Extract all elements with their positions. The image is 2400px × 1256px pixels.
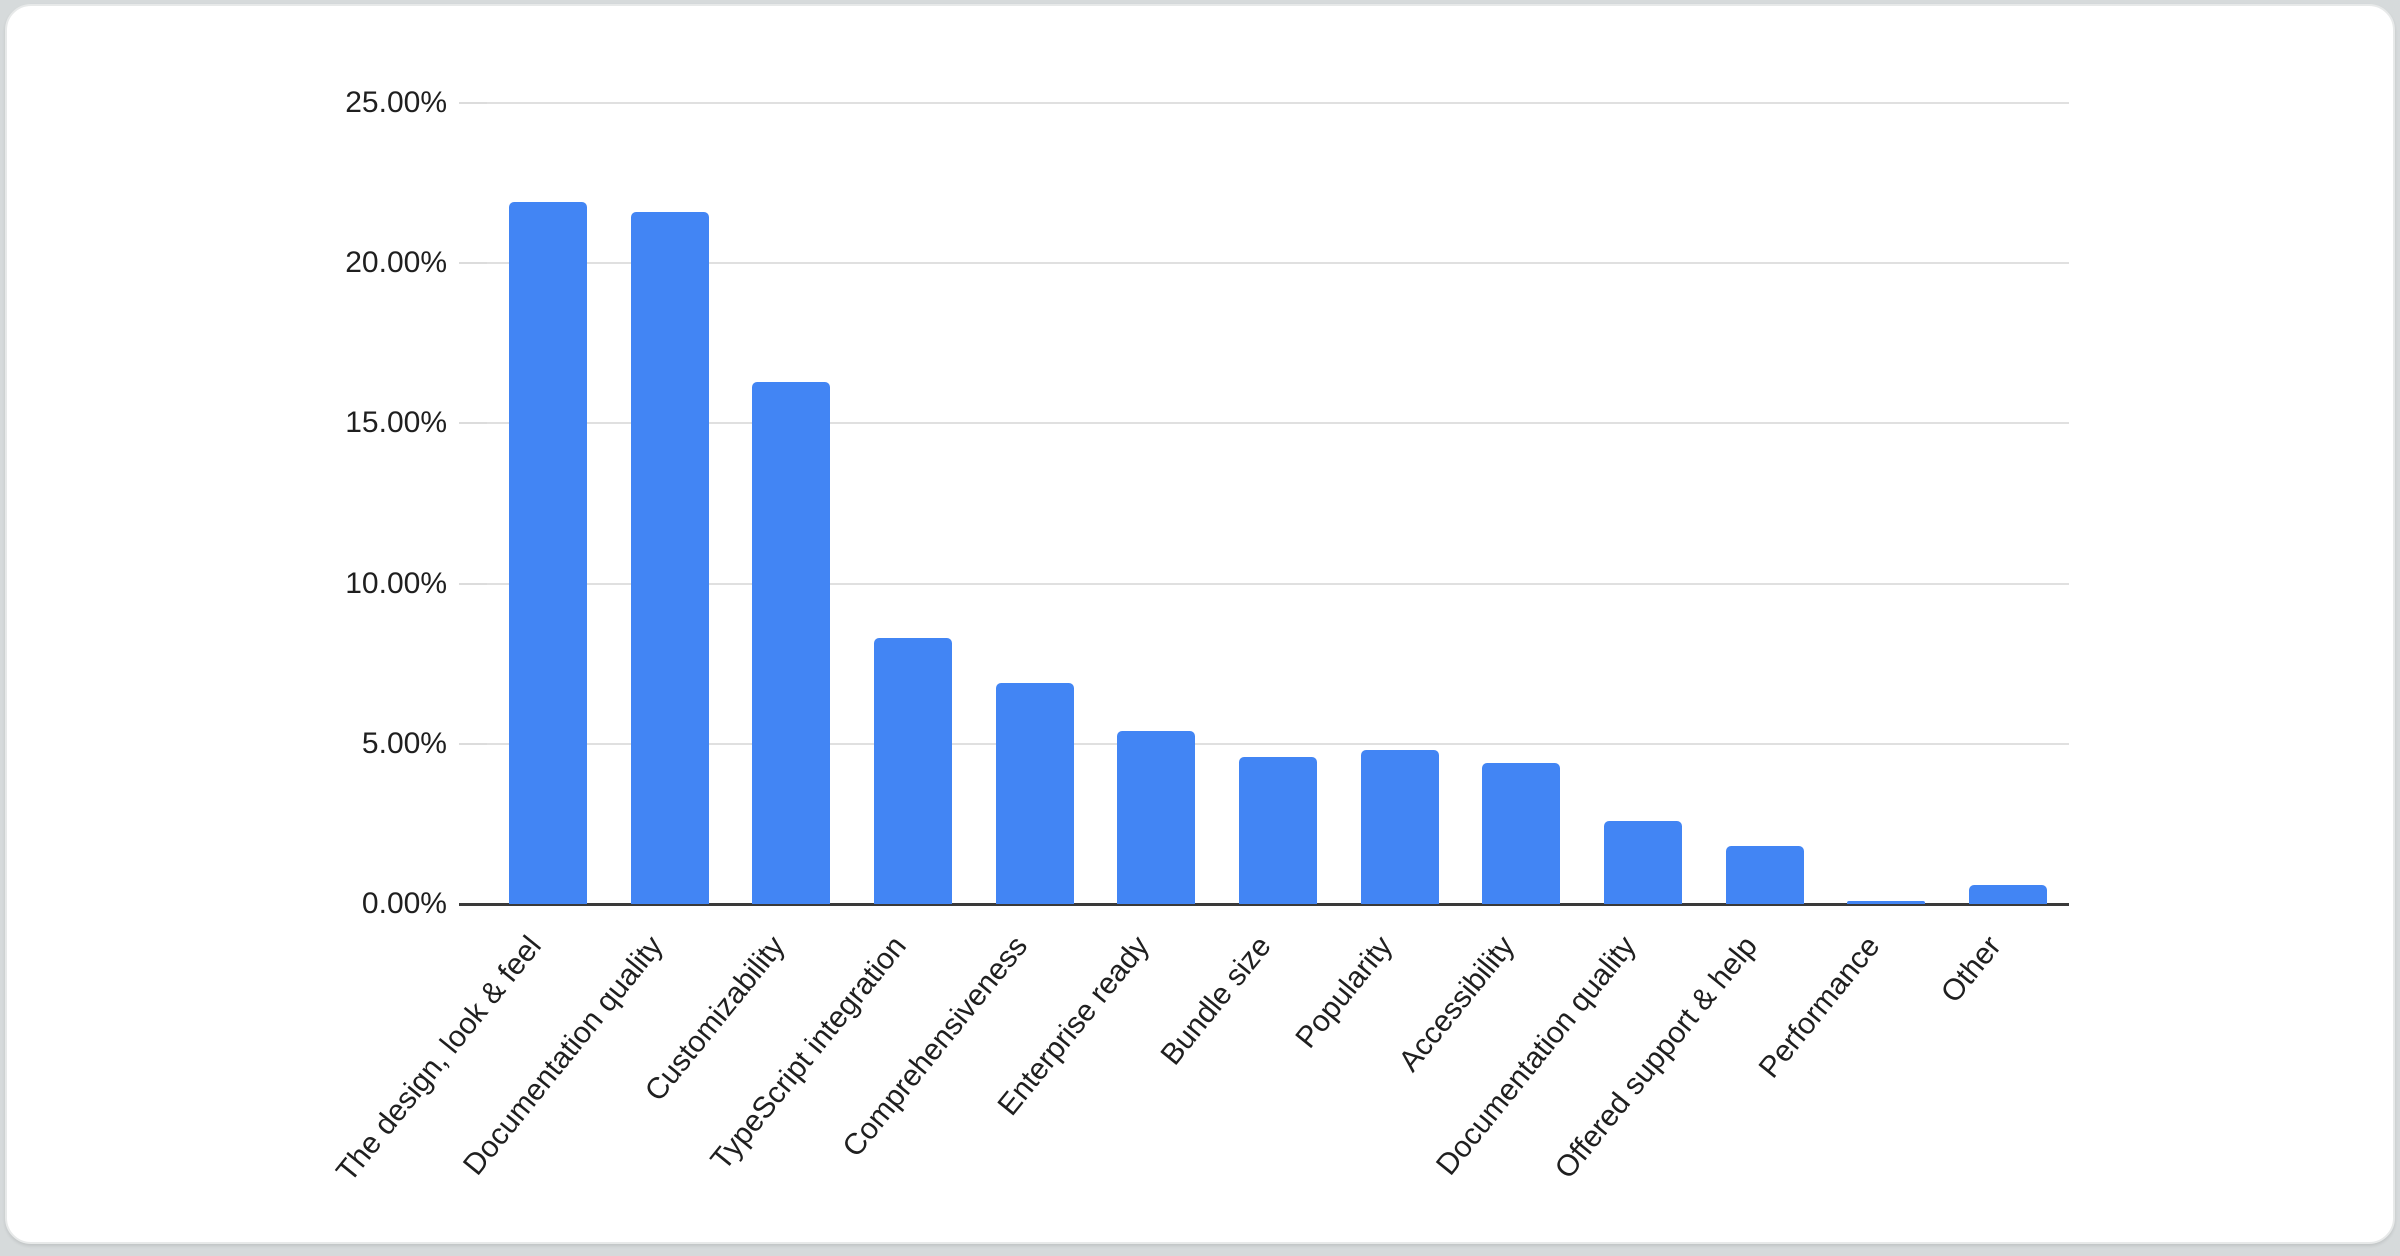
y-axis-tick (459, 903, 487, 906)
y-axis-tick-label: 5.00% (361, 726, 447, 760)
y-axis-tick (459, 582, 487, 585)
bar-6[interactable] (1117, 730, 1196, 904)
x-axis-category-label: The design, look & feel (329, 930, 548, 1188)
y-axis-tick-label: 10.00% (345, 566, 447, 600)
x-axis-category-label: Documentation quality (456, 930, 670, 1182)
gridline (487, 102, 2069, 104)
bar-5[interactable] (995, 682, 1074, 904)
bar-8[interactable] (1360, 750, 1439, 904)
x-axis-line (487, 903, 2069, 906)
bar-12[interactable] (1847, 900, 1926, 904)
chart-card: 0.00% 5.00% 10.00% 15.00% 20.00% 25.00% The d… (5, 4, 2395, 1244)
bar-2[interactable] (630, 211, 709, 904)
y-axis-tick (459, 262, 487, 265)
bar-4[interactable] (873, 638, 952, 904)
y-axis-tick-label: 20.00% (345, 246, 447, 280)
y-axis-tick (459, 422, 487, 425)
x-axis-category-label: Performance (1752, 930, 1887, 1085)
bar-7[interactable] (1239, 756, 1317, 904)
gridline (487, 422, 2069, 425)
x-axis-category-label: Documentation quality (1430, 930, 1643, 1182)
x-axis-category-label: Bundle size (1154, 930, 1278, 1072)
bar-11[interactable] (1725, 846, 1804, 904)
y-axis-tick-label: 25.00% (345, 86, 447, 119)
bar-3[interactable] (752, 381, 831, 904)
gridline (487, 582, 2069, 585)
y-axis-tick (459, 742, 487, 745)
x-axis-category-label: Offered support & help (1549, 930, 1765, 1185)
x-axis-category-label: Accessibility (1392, 930, 1522, 1078)
x-axis-category-label: Other (1934, 930, 2008, 1010)
x-axis-category-label: Popularity (1289, 930, 1400, 1055)
y-axis-tick (459, 102, 487, 104)
bar-chart: 0.00% 5.00% 10.00% 15.00% 20.00% 25.00% The d… (7, 6, 2393, 1242)
gridline (487, 742, 2069, 745)
y-axis-tick-label: 0.00% (361, 887, 447, 920)
y-axis-tick-label: 15.00% (345, 406, 447, 440)
bar-9[interactable] (1482, 763, 1561, 904)
bar-13[interactable] (1969, 884, 2048, 904)
gridline (487, 262, 2069, 265)
bar-10[interactable] (1604, 820, 1683, 904)
bar-1[interactable] (508, 202, 587, 904)
